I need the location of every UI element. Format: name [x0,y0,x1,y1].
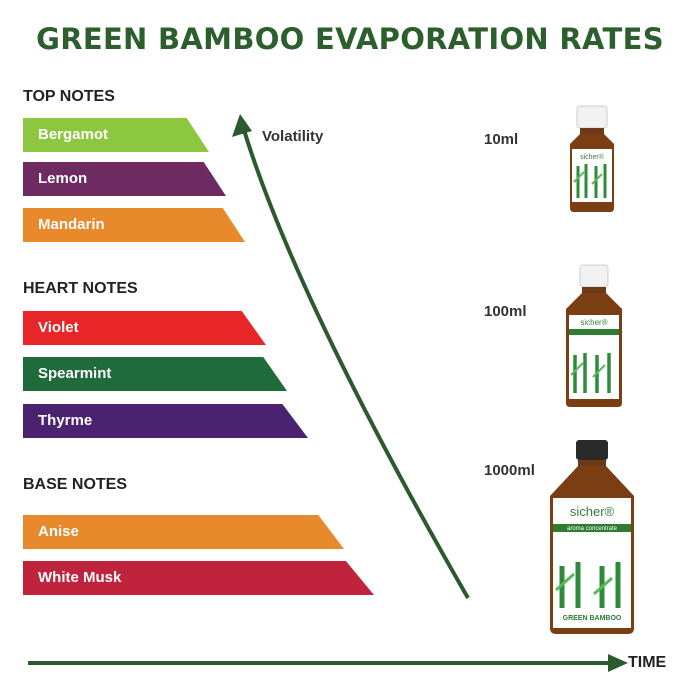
note-bar-lemon: Lemon [23,162,226,196]
time-axis-label: TIME [628,654,667,671]
note-label: Anise [38,523,79,540]
note-label: Violet [38,319,79,336]
note-label: Thyrme [38,412,93,429]
volatility-arrow [242,129,470,599]
bottle-product-name: GREEN BAMBOO [563,615,622,622]
bottle-subtitle: aroma concentrate [567,526,618,532]
time-arrowhead [608,654,628,672]
bottle-1000ml-image: sicher® aroma concentrate GREEN BAMBOO [550,440,634,634]
bottle-size-10ml: 10ml [484,131,519,148]
note-bar-thyrme: Thyrme [23,404,308,438]
note-label: Mandarin [38,216,105,233]
section-label-heart-notes: HEART NOTES [23,280,138,297]
bottle-10ml-image: sicher® [570,105,614,212]
note-label: White Musk [38,569,122,586]
bottle-brand: sicher® [580,318,607,327]
note-bar-violet: Violet [23,311,266,345]
note-bar-white-musk: White Musk [23,561,374,595]
bottle-brand: sicher® [580,153,605,161]
note-label: Bergamot [38,126,109,143]
bottle-size-100ml: 100ml [484,303,527,320]
bottle-brand: sicher® [570,504,615,519]
section-label-top-notes: TOP NOTES [23,88,115,105]
note-bar-spearmint: Spearmint [23,357,287,391]
bottle-100ml-image: sicher® [566,264,622,407]
bottle-size-1000ml: 1000ml [484,462,535,479]
section-label-base-notes: BASE NOTES [23,476,128,493]
note-label: Spearmint [38,365,112,382]
volatility-label: Volatility [262,128,324,145]
note-label: Lemon [38,170,88,187]
page-title: GREEN BAMBOO EVAPORATION RATES [36,22,664,56]
note-bar-anise: Anise [23,515,344,549]
volatility-arrowhead [232,114,252,137]
note-bar-mandarin: Mandarin [23,208,245,242]
note-bar-bergamot: Bergamot [23,118,209,152]
